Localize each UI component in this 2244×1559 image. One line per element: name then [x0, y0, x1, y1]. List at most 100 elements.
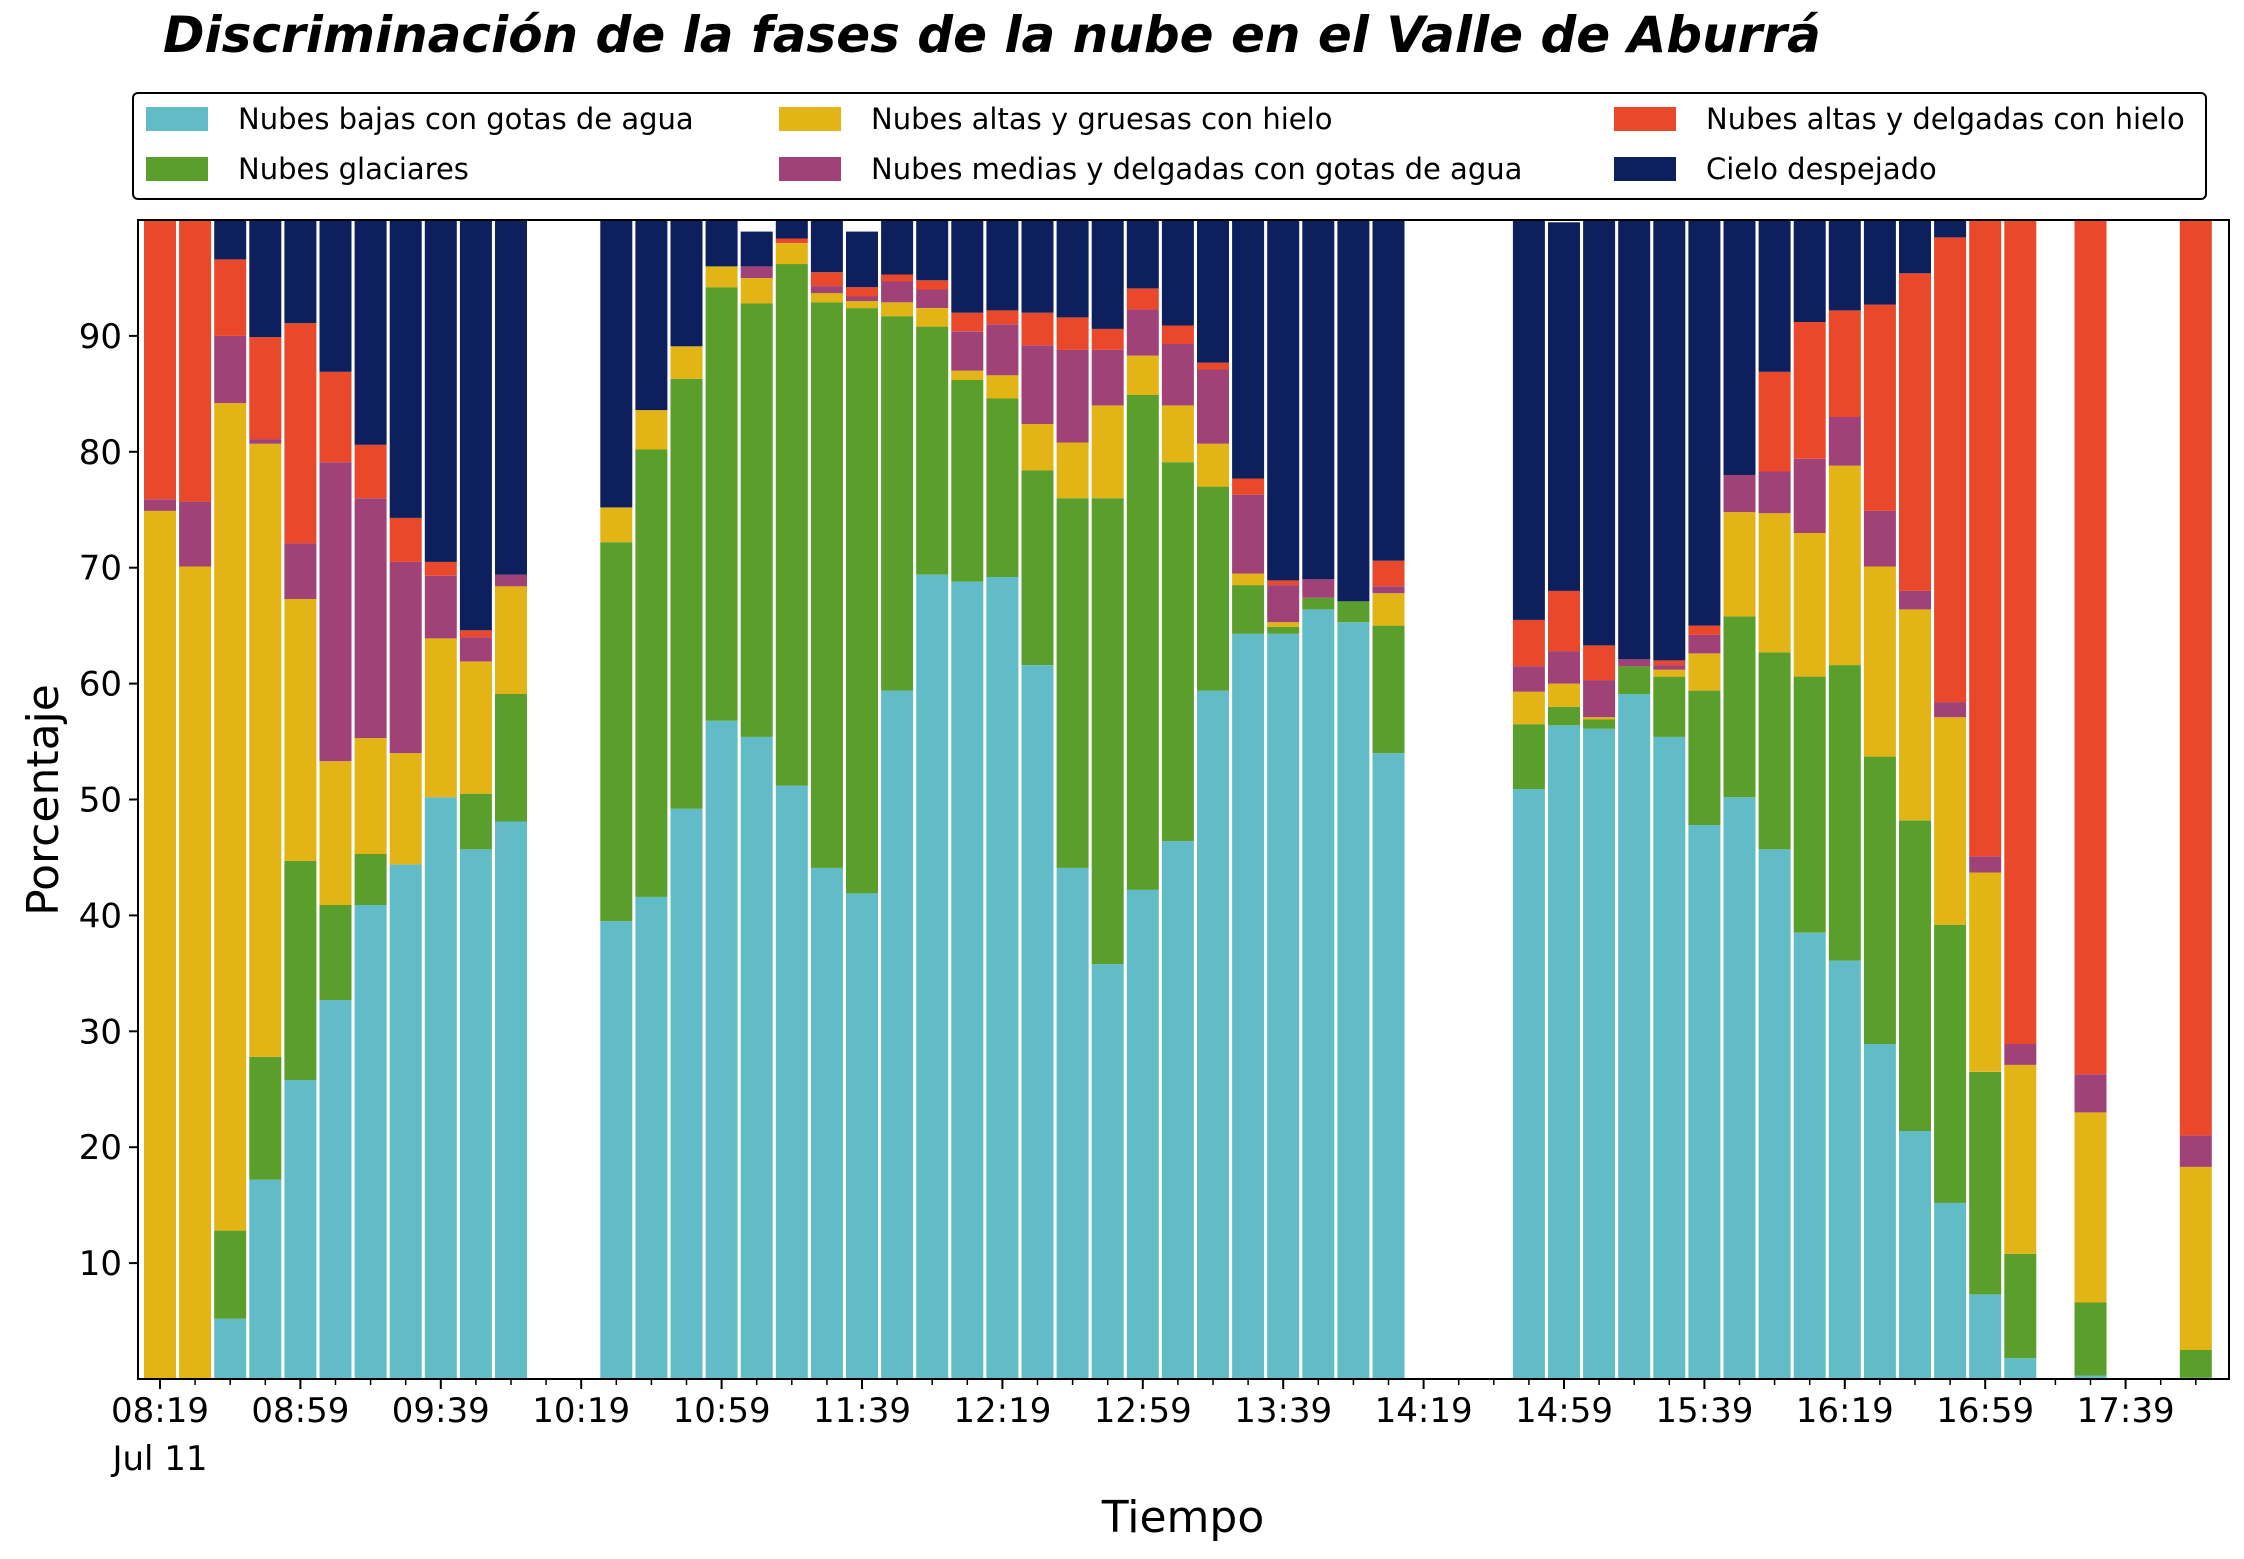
y-tick-label: 30 — [79, 1012, 122, 1052]
bar-segment — [1197, 220, 1229, 363]
bar-segment — [1161, 220, 1194, 326]
bar-segment — [1723, 475, 1756, 513]
bar-segment — [1793, 532, 1826, 677]
bar-segment — [1934, 924, 1967, 1203]
bar-segment — [1758, 513, 1791, 653]
bar-segment — [214, 259, 247, 336]
bar-segment — [1863, 1044, 1896, 1379]
bar-segment — [846, 296, 878, 302]
bar-segment — [354, 854, 387, 905]
bar-segment — [1372, 586, 1405, 594]
bar-segment — [951, 379, 984, 582]
x-tick-label: 17:39 — [2077, 1391, 2175, 1431]
bar-segment — [319, 462, 352, 762]
bar-segment — [881, 690, 914, 1379]
bar-segment — [459, 630, 492, 638]
bar-segment — [1232, 478, 1265, 495]
bar-segment — [1899, 220, 1931, 274]
bar-segment — [495, 220, 527, 575]
bar-segment — [495, 694, 527, 822]
bar-segment — [1126, 220, 1159, 289]
bar-segment — [635, 896, 668, 1379]
bar-segment — [495, 586, 527, 694]
bar-segment — [1653, 220, 1686, 661]
bar-segment — [144, 510, 176, 1379]
bar-segment — [951, 370, 984, 380]
bar-segment — [1548, 706, 1580, 726]
bar-segment — [810, 293, 843, 303]
bar-segment — [2074, 1074, 2107, 1113]
bar-segment — [179, 566, 212, 1379]
bar-segment — [670, 808, 703, 1379]
bar-segment — [986, 398, 1019, 577]
legend-swatch — [779, 157, 841, 181]
bar-segment — [284, 323, 317, 544]
x-tick-label: 11:39 — [813, 1391, 911, 1431]
bar-segment — [1688, 634, 1721, 654]
bar-segment — [846, 893, 878, 1379]
legend-label: Nubes glaciares — [238, 152, 469, 186]
bar-segment — [881, 316, 914, 691]
bar-segment — [495, 821, 527, 1379]
bar-segment — [1863, 220, 1896, 305]
bar-segment — [986, 324, 1019, 376]
bar-segment — [1934, 1202, 1967, 1379]
bar-segment — [1899, 820, 1931, 1131]
bar-segment — [354, 498, 387, 739]
bar-segment — [1583, 717, 1616, 720]
y-tick-label: 20 — [79, 1128, 122, 1168]
bar-segment — [1969, 220, 2002, 857]
bar-segment — [389, 753, 422, 865]
bar-segment — [740, 303, 773, 737]
bar-segment — [2004, 1358, 2037, 1379]
bar-segment — [1267, 585, 1300, 623]
bar-segment — [1758, 471, 1791, 514]
bar-segment — [1126, 889, 1159, 1379]
y-tick-label: 40 — [79, 896, 122, 936]
bar-segment — [2179, 1350, 2212, 1378]
bar-segment — [319, 761, 352, 905]
bar-segment — [1653, 669, 1686, 677]
bar-segment — [740, 231, 773, 267]
bar-segment — [705, 720, 738, 1379]
bar-segment — [1969, 1294, 2002, 1379]
bar-segment — [1793, 322, 1826, 459]
bar-segment — [1372, 593, 1405, 626]
bar-segment — [600, 220, 633, 508]
bar-segment — [1232, 633, 1265, 1379]
y-tick-label: 60 — [79, 665, 122, 705]
bar-segment — [1934, 717, 1967, 925]
bar-segment — [1091, 405, 1124, 499]
bar-segment — [1934, 237, 1967, 703]
bar-segment — [1267, 220, 1300, 581]
bar-segment — [775, 785, 808, 1379]
bar-segment — [354, 444, 387, 499]
x-tick-label: 16:59 — [1936, 1391, 2034, 1431]
y-axis-title: Porcentaje — [18, 684, 69, 916]
bar-segment — [1618, 659, 1651, 667]
bar-segment — [881, 281, 914, 303]
bar-segment — [1899, 609, 1931, 821]
bar-segment — [1758, 371, 1791, 472]
bar-segment — [214, 220, 247, 260]
bar-segment — [2074, 1375, 2107, 1379]
bar-segment — [1021, 312, 1054, 346]
bar-segment — [740, 278, 773, 304]
bar-segment — [1302, 597, 1335, 610]
x-tick-label: 12:19 — [953, 1391, 1051, 1431]
bar-segment — [354, 738, 387, 854]
bar-segment — [951, 312, 984, 332]
bar-segment — [881, 220, 914, 275]
bar-segment — [740, 266, 773, 278]
bar-segment — [810, 220, 843, 273]
bar-segment — [249, 220, 282, 338]
bar-segment — [1197, 362, 1229, 370]
bar-segment — [600, 542, 633, 922]
bar-segment — [1091, 349, 1124, 406]
legend-item: Nubes bajas con gotas de agua — [146, 102, 694, 136]
bar-segment — [1899, 273, 1931, 591]
bar-segment — [775, 264, 808, 786]
bar-segment — [2004, 220, 2037, 1044]
bar-segment — [1969, 1071, 2002, 1295]
legend-label: Cielo despejado — [1706, 152, 1937, 186]
